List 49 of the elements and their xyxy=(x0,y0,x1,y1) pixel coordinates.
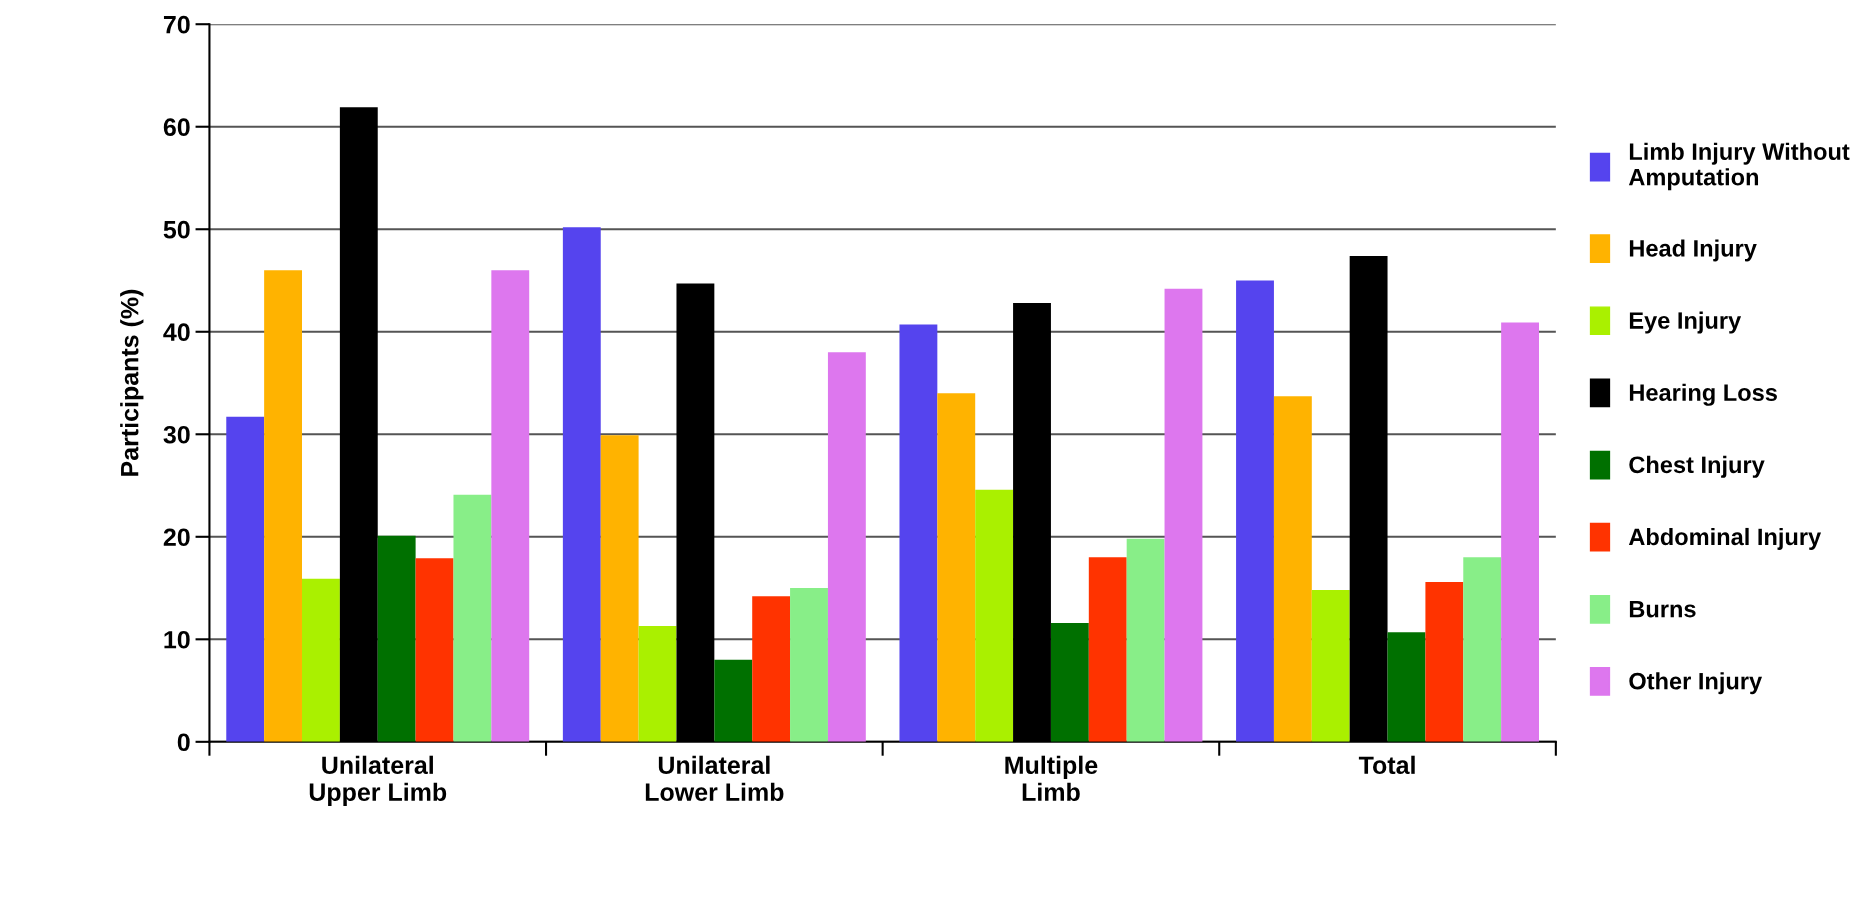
y-tick-label: 70 xyxy=(163,15,190,34)
y-tick-label: 60 xyxy=(163,118,190,137)
bar xyxy=(377,535,416,742)
bar xyxy=(714,659,753,742)
bar xyxy=(899,324,938,742)
bar xyxy=(600,435,639,742)
legend-label: Limb Injury Without Amputation xyxy=(1628,142,1850,191)
bar xyxy=(264,270,303,742)
y-axis-title: Participants (%) xyxy=(120,289,144,476)
bar xyxy=(1463,557,1502,742)
x-tick-label: Unilateral Lower Limb xyxy=(645,755,784,801)
bar xyxy=(415,558,454,742)
legend-label: Head Injury xyxy=(1629,239,1757,262)
y-tick-label: 50 xyxy=(163,220,190,239)
bar xyxy=(937,393,976,742)
bar xyxy=(1164,288,1203,742)
bar xyxy=(453,494,492,742)
legend-label: Other Injury xyxy=(1629,672,1763,695)
x-tick-label: Multiple Limb xyxy=(1005,755,1098,801)
legend-label: Burns xyxy=(1629,600,1696,618)
bar xyxy=(491,270,530,742)
y-tick-label: 30 xyxy=(163,425,190,444)
y-tick-label: 40 xyxy=(163,323,190,342)
bar xyxy=(1311,590,1350,742)
bar xyxy=(827,352,866,742)
y-tick-label: 0 xyxy=(177,733,190,752)
bar xyxy=(1050,622,1089,742)
bar xyxy=(1088,557,1127,742)
y-tick-label: 20 xyxy=(163,528,190,547)
legend-label: Abdominal Injury xyxy=(1628,527,1822,550)
bar xyxy=(752,596,791,742)
y-tick-label: 10 xyxy=(164,630,190,649)
legend-label: Hearing Loss xyxy=(1629,383,1777,406)
x-tick-label: Unilateral Upper Limb xyxy=(309,755,447,806)
bar xyxy=(1126,538,1165,742)
bar xyxy=(790,588,828,742)
legend-label: Chest Injury xyxy=(1629,455,1765,478)
bar xyxy=(638,625,677,742)
bar xyxy=(226,416,265,742)
bar xyxy=(1501,322,1540,742)
bar xyxy=(1387,632,1426,742)
bar xyxy=(1273,396,1312,742)
x-tick-label: Total xyxy=(1358,755,1415,775)
bar xyxy=(1425,581,1464,742)
bar xyxy=(302,578,340,742)
bar xyxy=(1236,280,1274,742)
bar xyxy=(975,489,1014,742)
bar xyxy=(562,227,601,742)
legend-label: Eye Injury xyxy=(1629,311,1742,334)
